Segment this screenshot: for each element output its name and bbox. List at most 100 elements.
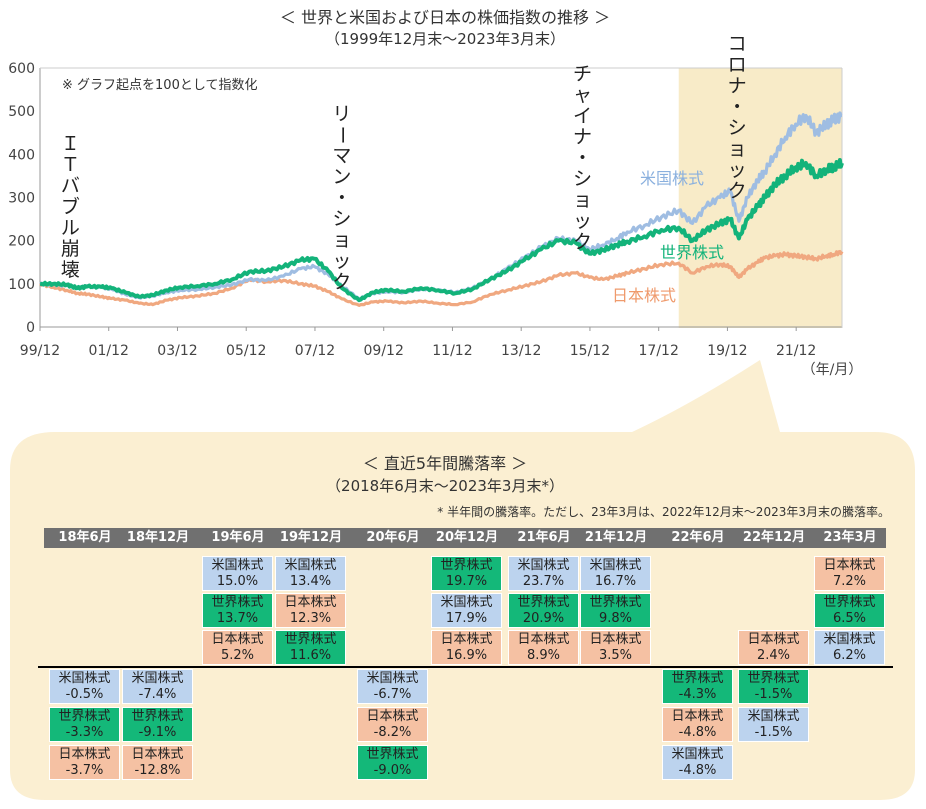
cell-asset-label: 世界株式 xyxy=(747,671,800,686)
annotation-char: ョ xyxy=(573,189,592,211)
x-tick-label: 13/12 xyxy=(501,343,541,359)
return-cell-world: 世界株式 11.6% xyxy=(275,630,346,665)
x-tick-label: 09/12 xyxy=(364,343,404,359)
return-cell-japan: 日本株式 2.4% xyxy=(738,630,809,665)
return-cell-world: 世界株式 -4.3% xyxy=(662,669,733,704)
cell-return-value: 17.9% xyxy=(445,611,488,626)
cell-return-value: -3.3% xyxy=(65,725,104,740)
annotation-char: ッ xyxy=(573,210,592,232)
return-cell-japan: 日本株式 -8.2% xyxy=(357,707,428,742)
y-tick-label: 600 xyxy=(8,61,35,77)
cell-asset-label: 日本株式 xyxy=(440,632,493,647)
cell-asset-label: 世界株式 xyxy=(58,709,111,724)
series-world-line xyxy=(39,158,844,303)
cell-return-value: -1.5% xyxy=(754,687,793,702)
cell-return-value: -3.7% xyxy=(65,763,104,778)
x-unit-label: （年/月） xyxy=(802,362,863,378)
annotation-char: ン xyxy=(332,166,351,188)
return-cell-us: 米国株式 23.7% xyxy=(508,556,579,591)
cell-asset-label: 世界株式 xyxy=(131,709,184,724)
annotation-char: ッ xyxy=(332,250,351,272)
return-cell-world: 世界株式 -9.1% xyxy=(122,707,193,742)
cell-asset-label: 米国株式 xyxy=(131,671,184,686)
return-cell-world: 世界株式 -9.0% xyxy=(357,745,428,780)
x-tick-label: 05/12 xyxy=(226,343,266,359)
annotation-char: ・ xyxy=(332,187,351,209)
return-cell-us: 米国株式 17.9% xyxy=(431,593,502,628)
annotation-char: コ xyxy=(728,33,747,55)
annotation-char: Ｉ xyxy=(61,133,80,155)
x-tick-label: 15/12 xyxy=(570,343,610,359)
return-cell-world: 世界株式 20.9% xyxy=(508,593,579,628)
annotation-char: ・ xyxy=(573,147,592,169)
cell-return-value: 23.7% xyxy=(522,574,565,589)
cell-return-value: 13.4% xyxy=(289,574,332,589)
return-cell-japan: 日本株式 5.2% xyxy=(202,630,273,665)
table-subtitle: （2018年6月末〜2023年3月末*） xyxy=(326,477,564,495)
annotation-char: マ xyxy=(332,145,351,167)
cell-asset-label: 米国株式 xyxy=(823,632,876,647)
return-cell-world: 世界株式 -1.5% xyxy=(738,669,809,704)
annotation-char: シ xyxy=(332,208,351,230)
return-cell-world: 世界株式 -3.3% xyxy=(49,707,120,742)
annotation-char: ・ xyxy=(728,96,747,118)
cell-return-value: 15.0% xyxy=(216,574,259,589)
annotation-char: バ xyxy=(61,175,80,197)
cell-return-value: -4.3% xyxy=(678,687,717,702)
legend-label-us: 米国株式 xyxy=(640,169,704,188)
cell-asset-label: 日本株式 xyxy=(211,632,264,647)
y-tick-label: 0 xyxy=(26,320,35,336)
cell-return-value: -9.1% xyxy=(138,725,177,740)
cell-asset-label: 世界株式 xyxy=(823,595,876,610)
annotation-char: ブ xyxy=(61,195,80,218)
cell-asset-label: 米国株式 xyxy=(284,558,337,573)
period-header: 18年6月 xyxy=(58,530,112,545)
cell-asset-label: 米国株式 xyxy=(440,595,493,610)
legend-label-world: 世界株式 xyxy=(660,243,724,262)
return-cell-us: 米国株式 13.4% xyxy=(275,556,346,591)
cell-asset-label: 米国株式 xyxy=(671,747,724,762)
return-cell-world: 世界株式 13.7% xyxy=(202,593,273,628)
annotation-char: 壊 xyxy=(61,259,80,281)
period-header: 18年12月 xyxy=(126,530,190,545)
cell-return-value: 5.2% xyxy=(220,648,255,663)
cell-return-value: -4.8% xyxy=(678,763,717,778)
return-cell-us: 米国株式 15.0% xyxy=(202,556,273,591)
cell-return-value: 3.5% xyxy=(598,648,633,663)
return-cell-us: 米国株式 -4.8% xyxy=(662,745,733,780)
annotation-char: 崩 xyxy=(61,238,80,260)
table-title: ＜ 直近5年間騰落率 ＞ xyxy=(363,454,527,473)
chart-subtitle: （1999年12月末〜2023年3月末） xyxy=(325,30,565,48)
cell-return-value: 11.6% xyxy=(289,648,332,663)
cell-return-value: 20.9% xyxy=(522,611,565,626)
cell-asset-label: 世界株式 xyxy=(671,671,724,686)
cell-asset-label: 世界株式 xyxy=(211,595,264,610)
cell-return-value: -12.8% xyxy=(134,763,181,778)
annotation-char: ョ xyxy=(728,138,747,160)
annotation-char: ク xyxy=(728,180,747,202)
cell-return-value: 6.5% xyxy=(832,611,867,626)
return-cell-japan: 日本株式 12.3% xyxy=(275,593,346,628)
annotation-char: シ xyxy=(728,117,747,139)
return-cell-japan: 日本株式 7.2% xyxy=(814,556,885,591)
y-tick-label: 300 xyxy=(8,191,35,207)
x-tick-label: 11/12 xyxy=(432,343,472,359)
return-cell-world: 世界株式 9.8% xyxy=(580,593,651,628)
annotation-char: ナ xyxy=(573,126,592,148)
annotation-char: ャ xyxy=(573,84,592,106)
return-cell-us: 米国株式 16.7% xyxy=(580,556,651,591)
x-tick-label: 17/12 xyxy=(639,343,679,359)
cell-return-value: -9.0% xyxy=(373,763,412,778)
period-header: 21年6月 xyxy=(517,530,571,545)
x-tick-label: 21/12 xyxy=(776,343,816,359)
annotation-char: シ xyxy=(573,168,592,190)
period-header: 20年12月 xyxy=(435,530,499,545)
period-header: 20年6月 xyxy=(366,530,420,545)
cell-asset-label: 日本株式 xyxy=(823,558,876,573)
y-tick-label: 400 xyxy=(8,147,35,163)
cell-return-value: -8.2% xyxy=(373,725,412,740)
series-japan-line xyxy=(39,249,844,307)
